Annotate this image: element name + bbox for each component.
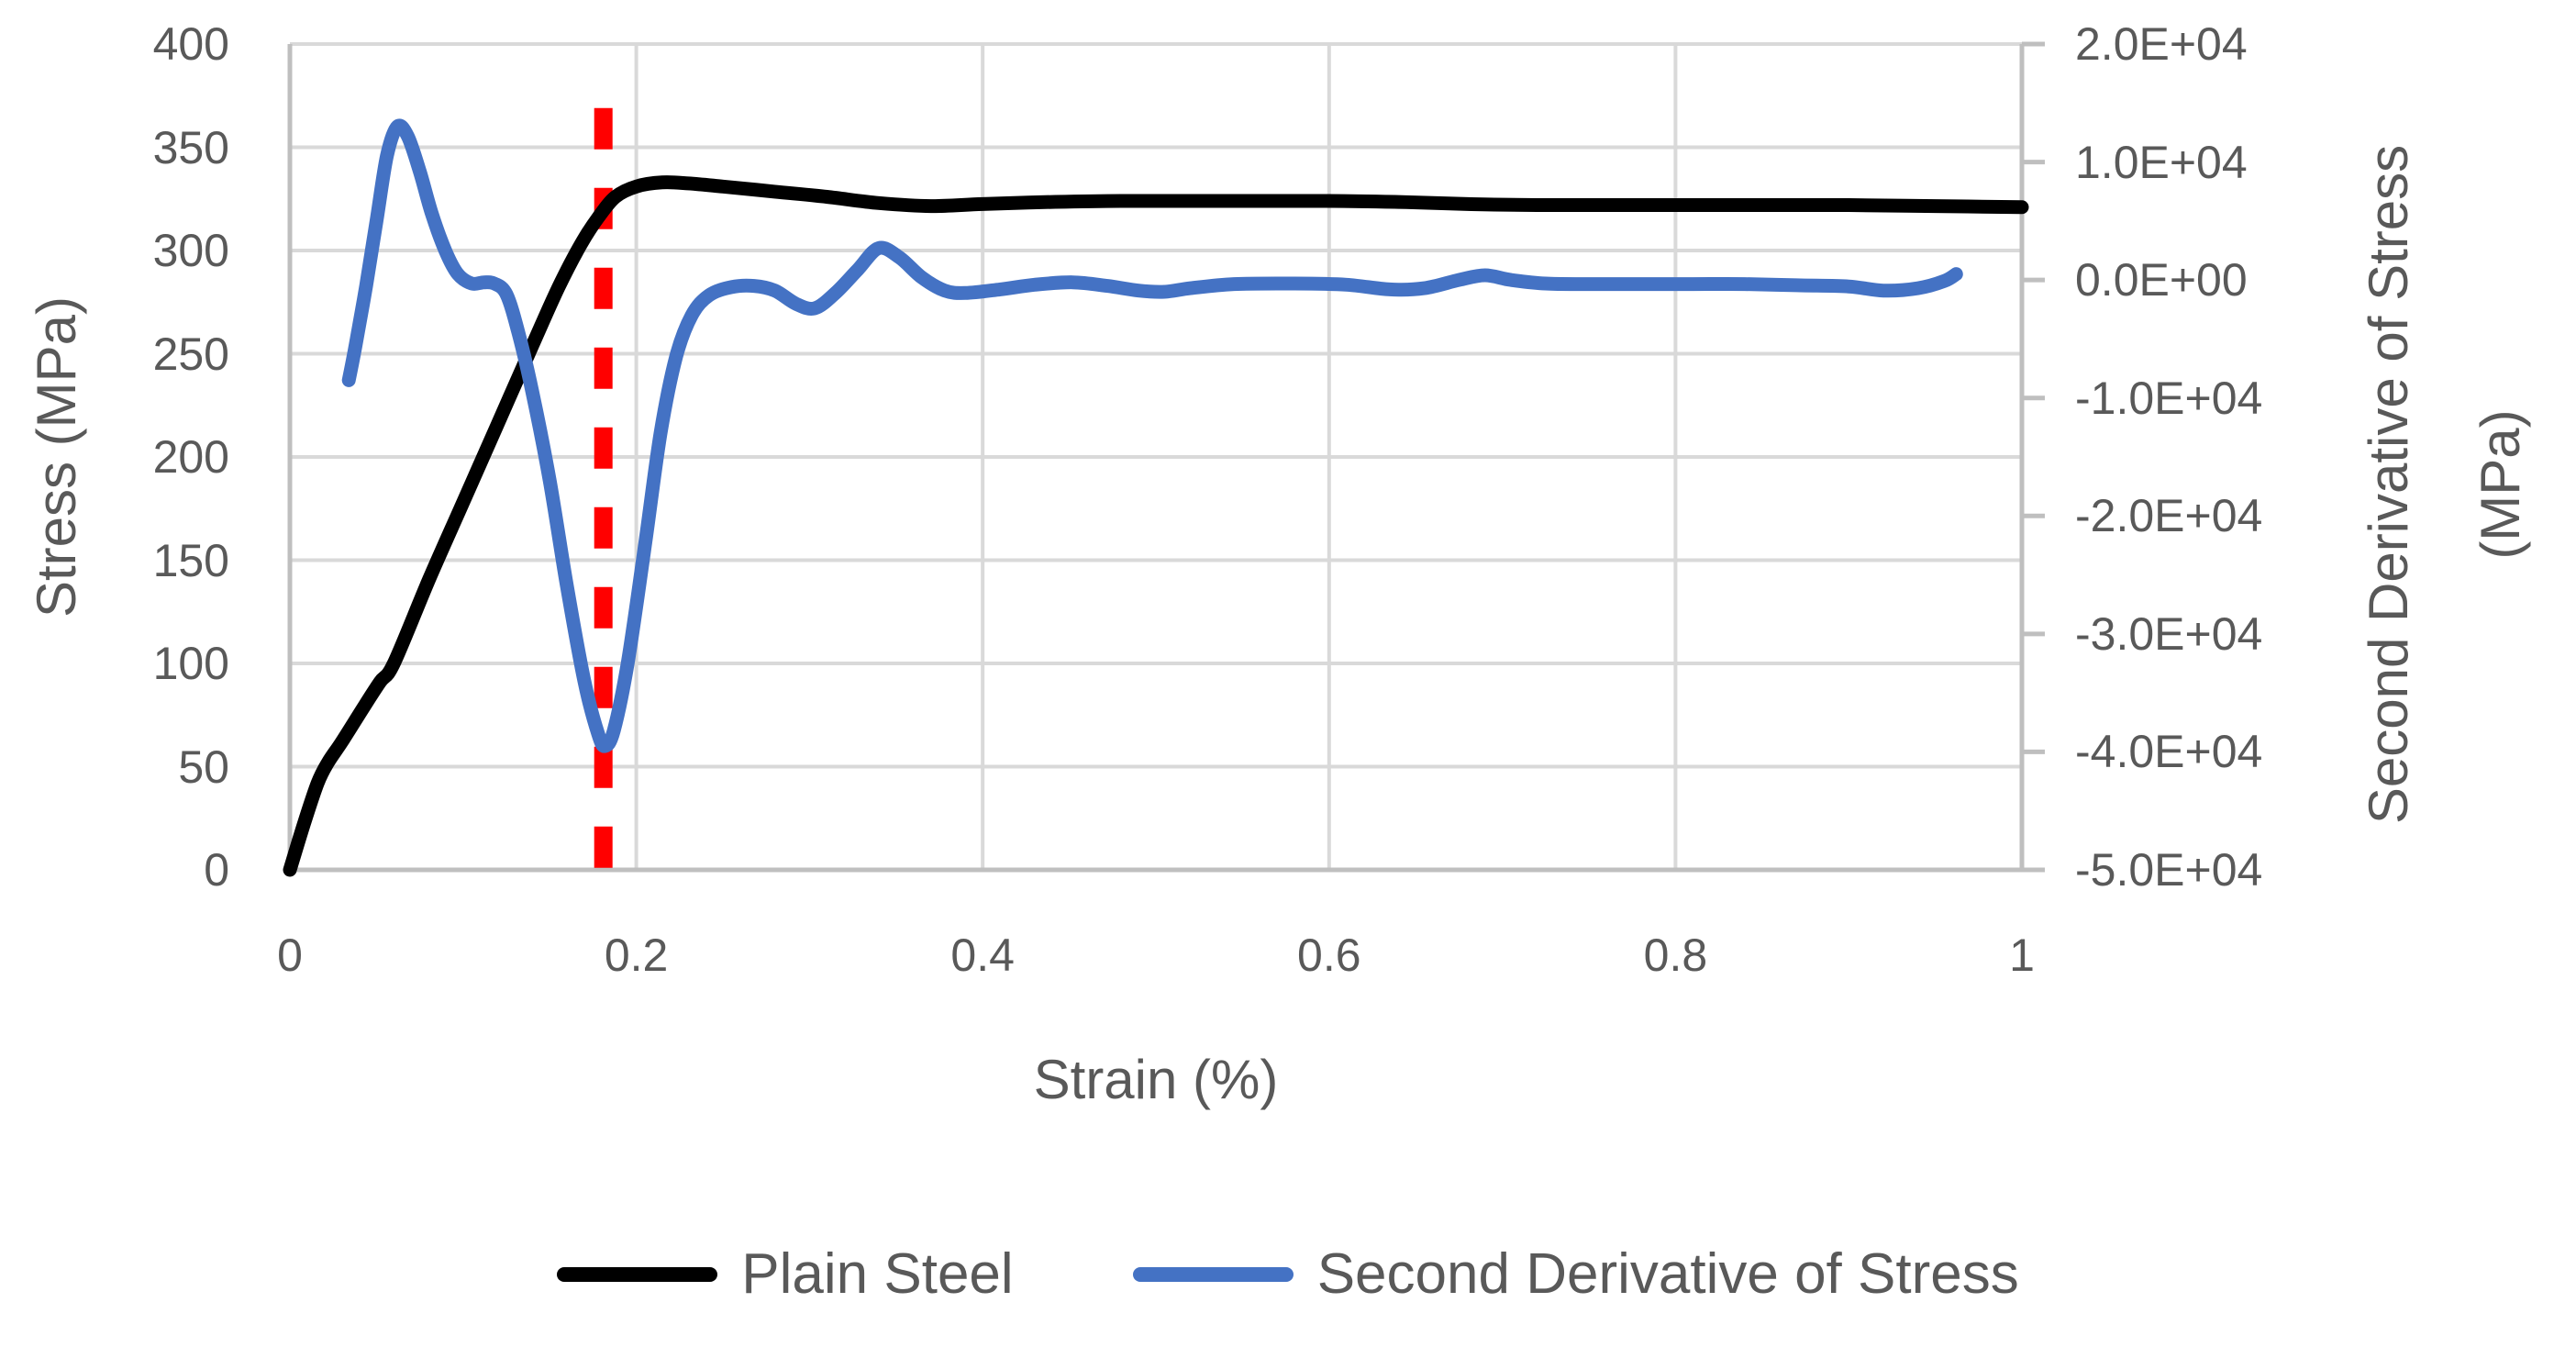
legend: Plain Steel Second Derivative of Stress xyxy=(0,1239,2576,1310)
x-axis-tick-label: 0.4 xyxy=(950,930,1015,981)
legend-line-swatch-blue xyxy=(1132,1267,1294,1282)
series-second-derivative-line xyxy=(341,118,1963,753)
y-left-tick-label: 0 xyxy=(204,844,229,896)
y-right-tick-label: 0.0E+00 xyxy=(2075,254,2248,306)
legend-item-plain-steel: Plain Steel xyxy=(557,1239,1014,1310)
y-left-tick-label: 200 xyxy=(152,431,229,483)
y-left-tick-label: 350 xyxy=(152,121,229,173)
y-right-tick-label: -2.0E+04 xyxy=(2075,490,2263,542)
y-left-axis-title: Stress (MPa) xyxy=(26,295,87,618)
y-right-tick-label: -1.0E+04 xyxy=(2075,372,2263,424)
x-axis-tick-label: 0 xyxy=(277,930,303,981)
y-left-tick-label: 300 xyxy=(152,225,229,276)
y-right-tick-label: -3.0E+04 xyxy=(2075,607,2263,660)
axis-lines xyxy=(287,41,2045,873)
x-axis-tick-label: 0.8 xyxy=(1643,930,1708,981)
y-left-tick-label: 400 xyxy=(152,18,229,70)
y-left-tick-label: 150 xyxy=(152,534,229,586)
series-plain-steel-line xyxy=(283,175,2029,877)
x-axis-tick-label: 0.2 xyxy=(604,930,669,981)
x-axis-tick-label: 1 xyxy=(2009,930,2035,981)
y-right-tick-label: -4.0E+04 xyxy=(2075,726,2263,778)
legend-label-plain-steel: Plain Steel xyxy=(741,1242,1014,1306)
y-left-tick-label: 100 xyxy=(152,638,229,689)
legend-line-swatch-black xyxy=(557,1267,718,1282)
legend-label-second-derivative: Second Derivative of Stress xyxy=(1316,1242,2019,1306)
x-axis-title: Strain (%) xyxy=(1033,1049,1279,1110)
y-right-axis-title-line2: (MPa) xyxy=(2470,409,2531,560)
y-right-tick-label: 2.0E+04 xyxy=(2075,18,2248,70)
y-left-tick-label: 50 xyxy=(178,740,229,793)
legend-item-second-derivative: Second Derivative of Stress xyxy=(1132,1239,2019,1310)
y-left-tick-label: 250 xyxy=(152,328,229,380)
y-right-axis-title: Second Derivative of Stress (MPa) xyxy=(2333,145,2557,824)
x-axis-tick-label: 0.6 xyxy=(1297,930,1361,981)
y-right-tick-label: 1.0E+04 xyxy=(2075,136,2248,188)
y-right-tick-label: -5.0E+04 xyxy=(2075,844,2263,896)
y-right-axis-title-line1: Second Derivative of Stress xyxy=(2358,144,2419,825)
